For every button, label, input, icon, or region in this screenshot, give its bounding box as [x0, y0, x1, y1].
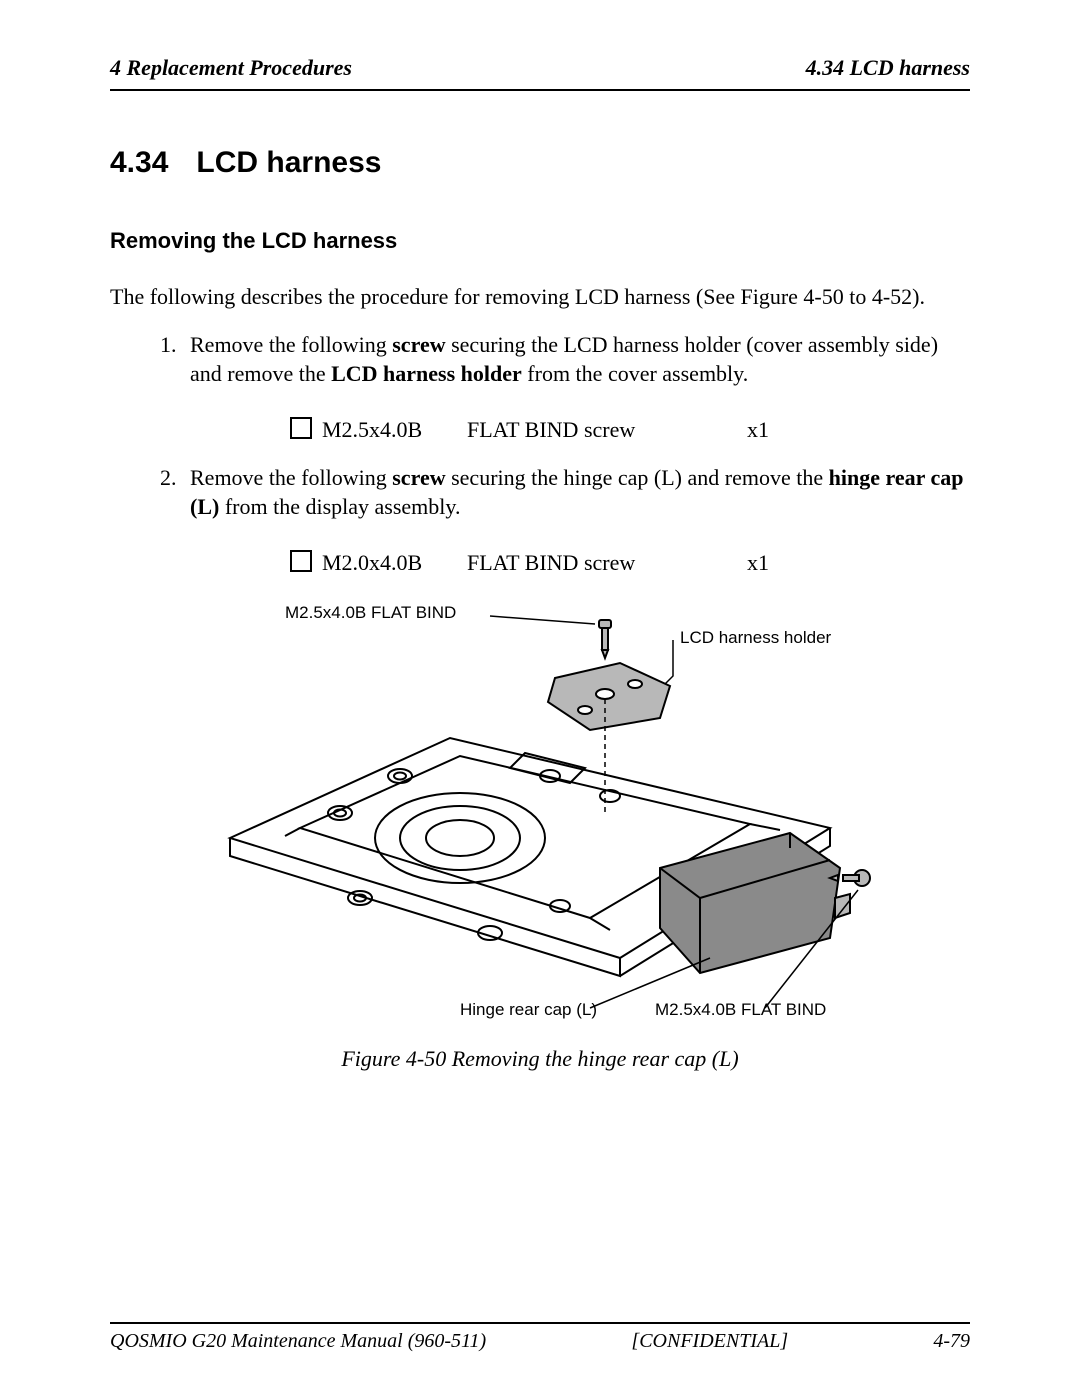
- running-header: 4 Replacement Procedures 4.34 LCD harnes…: [110, 55, 970, 87]
- screw-spec: M2.0x4.0B: [322, 548, 467, 578]
- exploded-diagram-svg: [190, 598, 890, 1038]
- header-left: 4 Replacement Procedures: [110, 55, 352, 81]
- footer-right: 4-79: [933, 1330, 970, 1353]
- screw-row-1: M2.5x4.0B FLAT BIND screw x1: [290, 415, 970, 445]
- subheading: Removing the LCD harness: [110, 228, 970, 254]
- figure-label-bottom-right: M2.5x4.0B FLAT BIND: [655, 1000, 826, 1020]
- section-name: LCD harness: [196, 146, 381, 179]
- screw-qty: x1: [747, 415, 769, 445]
- step-1: Remove the following screw securing the …: [182, 330, 970, 445]
- figure-caption: Figure 4-50 Removing the hinge rear cap …: [110, 1046, 970, 1072]
- screw-desc: FLAT BIND screw: [467, 415, 747, 445]
- footer-left: QOSMIO G20 Maintenance Manual (960-511): [110, 1330, 486, 1353]
- footer-rule: [110, 1322, 970, 1324]
- page: 4 Replacement Procedures 4.34 LCD harnes…: [0, 0, 1080, 1397]
- footer-row: QOSMIO G20 Maintenance Manual (960-511) …: [110, 1330, 970, 1353]
- header-rule: [110, 89, 970, 91]
- checkbox-icon: [290, 550, 312, 572]
- figure-4-50: M2.5x4.0B FLAT BIND LCD harness holder H…: [190, 598, 890, 1038]
- header-right: 4.34 LCD harness: [806, 55, 970, 81]
- screw-qty: x1: [747, 548, 769, 578]
- figure-label-bottom-left: Hinge rear cap (L): [460, 1000, 597, 1020]
- section-number: 4.34: [110, 146, 168, 180]
- screw-spec: M2.5x4.0B: [322, 415, 467, 445]
- screw-row-2: M2.0x4.0B FLAT BIND screw x1: [290, 548, 970, 578]
- step-2: Remove the following screw securing the …: [182, 463, 970, 578]
- footer: QOSMIO G20 Maintenance Manual (960-511) …: [110, 1322, 970, 1353]
- figure-label-top-left: M2.5x4.0B FLAT BIND: [285, 603, 456, 623]
- procedure-list: Remove the following screw securing the …: [110, 330, 970, 578]
- intro-text: The following describes the procedure fo…: [110, 282, 970, 312]
- footer-center: [CONFIDENTIAL]: [631, 1330, 788, 1353]
- figure-label-top-right: LCD harness holder: [680, 628, 831, 648]
- screw-desc: FLAT BIND screw: [467, 548, 747, 578]
- checkbox-icon: [290, 417, 312, 439]
- section-title: 4.34 LCD harness: [110, 146, 970, 180]
